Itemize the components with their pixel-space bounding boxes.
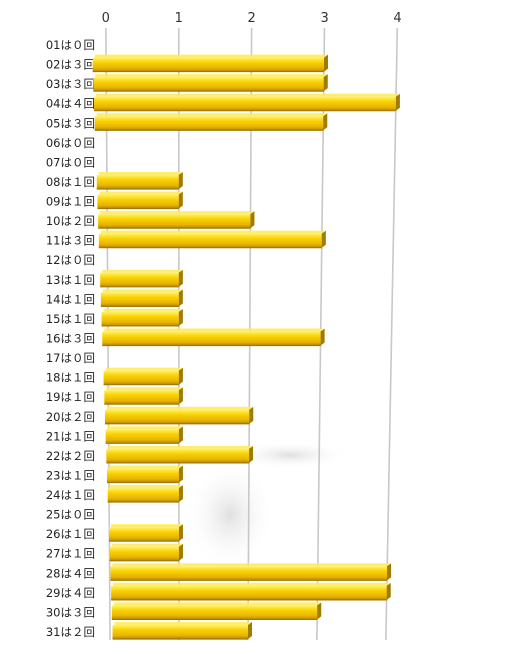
bar	[109, 524, 183, 542]
category-label: 08は１回	[46, 175, 95, 189]
bar	[101, 308, 183, 327]
category-label: 16は３回	[46, 332, 95, 346]
category-label: 24は１回	[46, 488, 95, 502]
bar	[94, 113, 328, 131]
bar	[103, 367, 183, 386]
category-labels: 01は０回 02は３回 03は３回 04は４回 05は３回 06は０回 07は０回 08は１回…	[46, 38, 95, 639]
bar	[110, 563, 392, 581]
category-label: 30は３回	[46, 605, 95, 619]
category-label: 03は３回	[46, 77, 95, 91]
bar	[105, 426, 183, 444]
category-label: 13は１回	[46, 273, 95, 287]
bar	[100, 269, 183, 288]
category-label: 29は４回	[46, 586, 95, 600]
category-label: 20は２回	[46, 410, 95, 424]
category-label: 18は１回	[46, 371, 95, 385]
category-label: 01は０回	[46, 38, 95, 52]
category-label: 17は０回	[46, 351, 95, 365]
bar	[112, 622, 252, 640]
category-label: 05は３回	[46, 116, 95, 130]
category-label: 07は０回	[46, 155, 95, 169]
gridline	[385, 27, 399, 641]
category-label: 11は３回	[46, 234, 95, 248]
bar	[104, 406, 254, 425]
x-tick-label: 4	[393, 11, 401, 26]
category-label: 15は１回	[46, 312, 95, 326]
category-label: 10は２回	[46, 214, 95, 228]
bar	[96, 171, 183, 190]
category-label: 14は１回	[46, 292, 95, 306]
bars	[92, 54, 400, 640]
category-label: 26は１回	[46, 527, 95, 541]
category-label: 09は１回	[46, 195, 95, 209]
bar	[111, 602, 322, 621]
x-axis-ticks: 0 1 2 3 4	[102, 11, 402, 26]
category-label: 25は０回	[46, 508, 95, 522]
bar	[106, 445, 254, 464]
category-label: 02は３回	[46, 58, 95, 72]
category-label: 28は４回	[46, 566, 95, 580]
bar	[102, 328, 325, 347]
x-tick-label: 2	[248, 11, 256, 26]
category-label: 19は１回	[46, 390, 95, 404]
bar	[93, 74, 328, 92]
bar	[107, 485, 183, 503]
category-label: 04は４回	[46, 97, 95, 111]
category-label: 12は０回	[46, 253, 95, 267]
bar	[92, 54, 329, 73]
bar	[107, 465, 183, 484]
x-tick-label: 1	[175, 11, 183, 26]
bar	[98, 211, 255, 229]
category-label: 31は２回	[46, 625, 95, 639]
x-tick-label: 0	[102, 11, 110, 26]
bar	[104, 387, 183, 405]
bar	[111, 582, 391, 601]
bar	[109, 543, 183, 562]
category-label: 23は１回	[46, 468, 95, 482]
x-tick-label: 3	[320, 11, 328, 26]
category-label: 21は１回	[46, 429, 95, 443]
category-label: 27は１回	[46, 547, 95, 561]
category-label: 22は２回	[46, 449, 95, 463]
category-label: 06は０回	[46, 136, 95, 150]
bar	[98, 230, 326, 249]
bar	[100, 289, 183, 307]
bar	[94, 93, 400, 112]
bar	[97, 191, 183, 210]
